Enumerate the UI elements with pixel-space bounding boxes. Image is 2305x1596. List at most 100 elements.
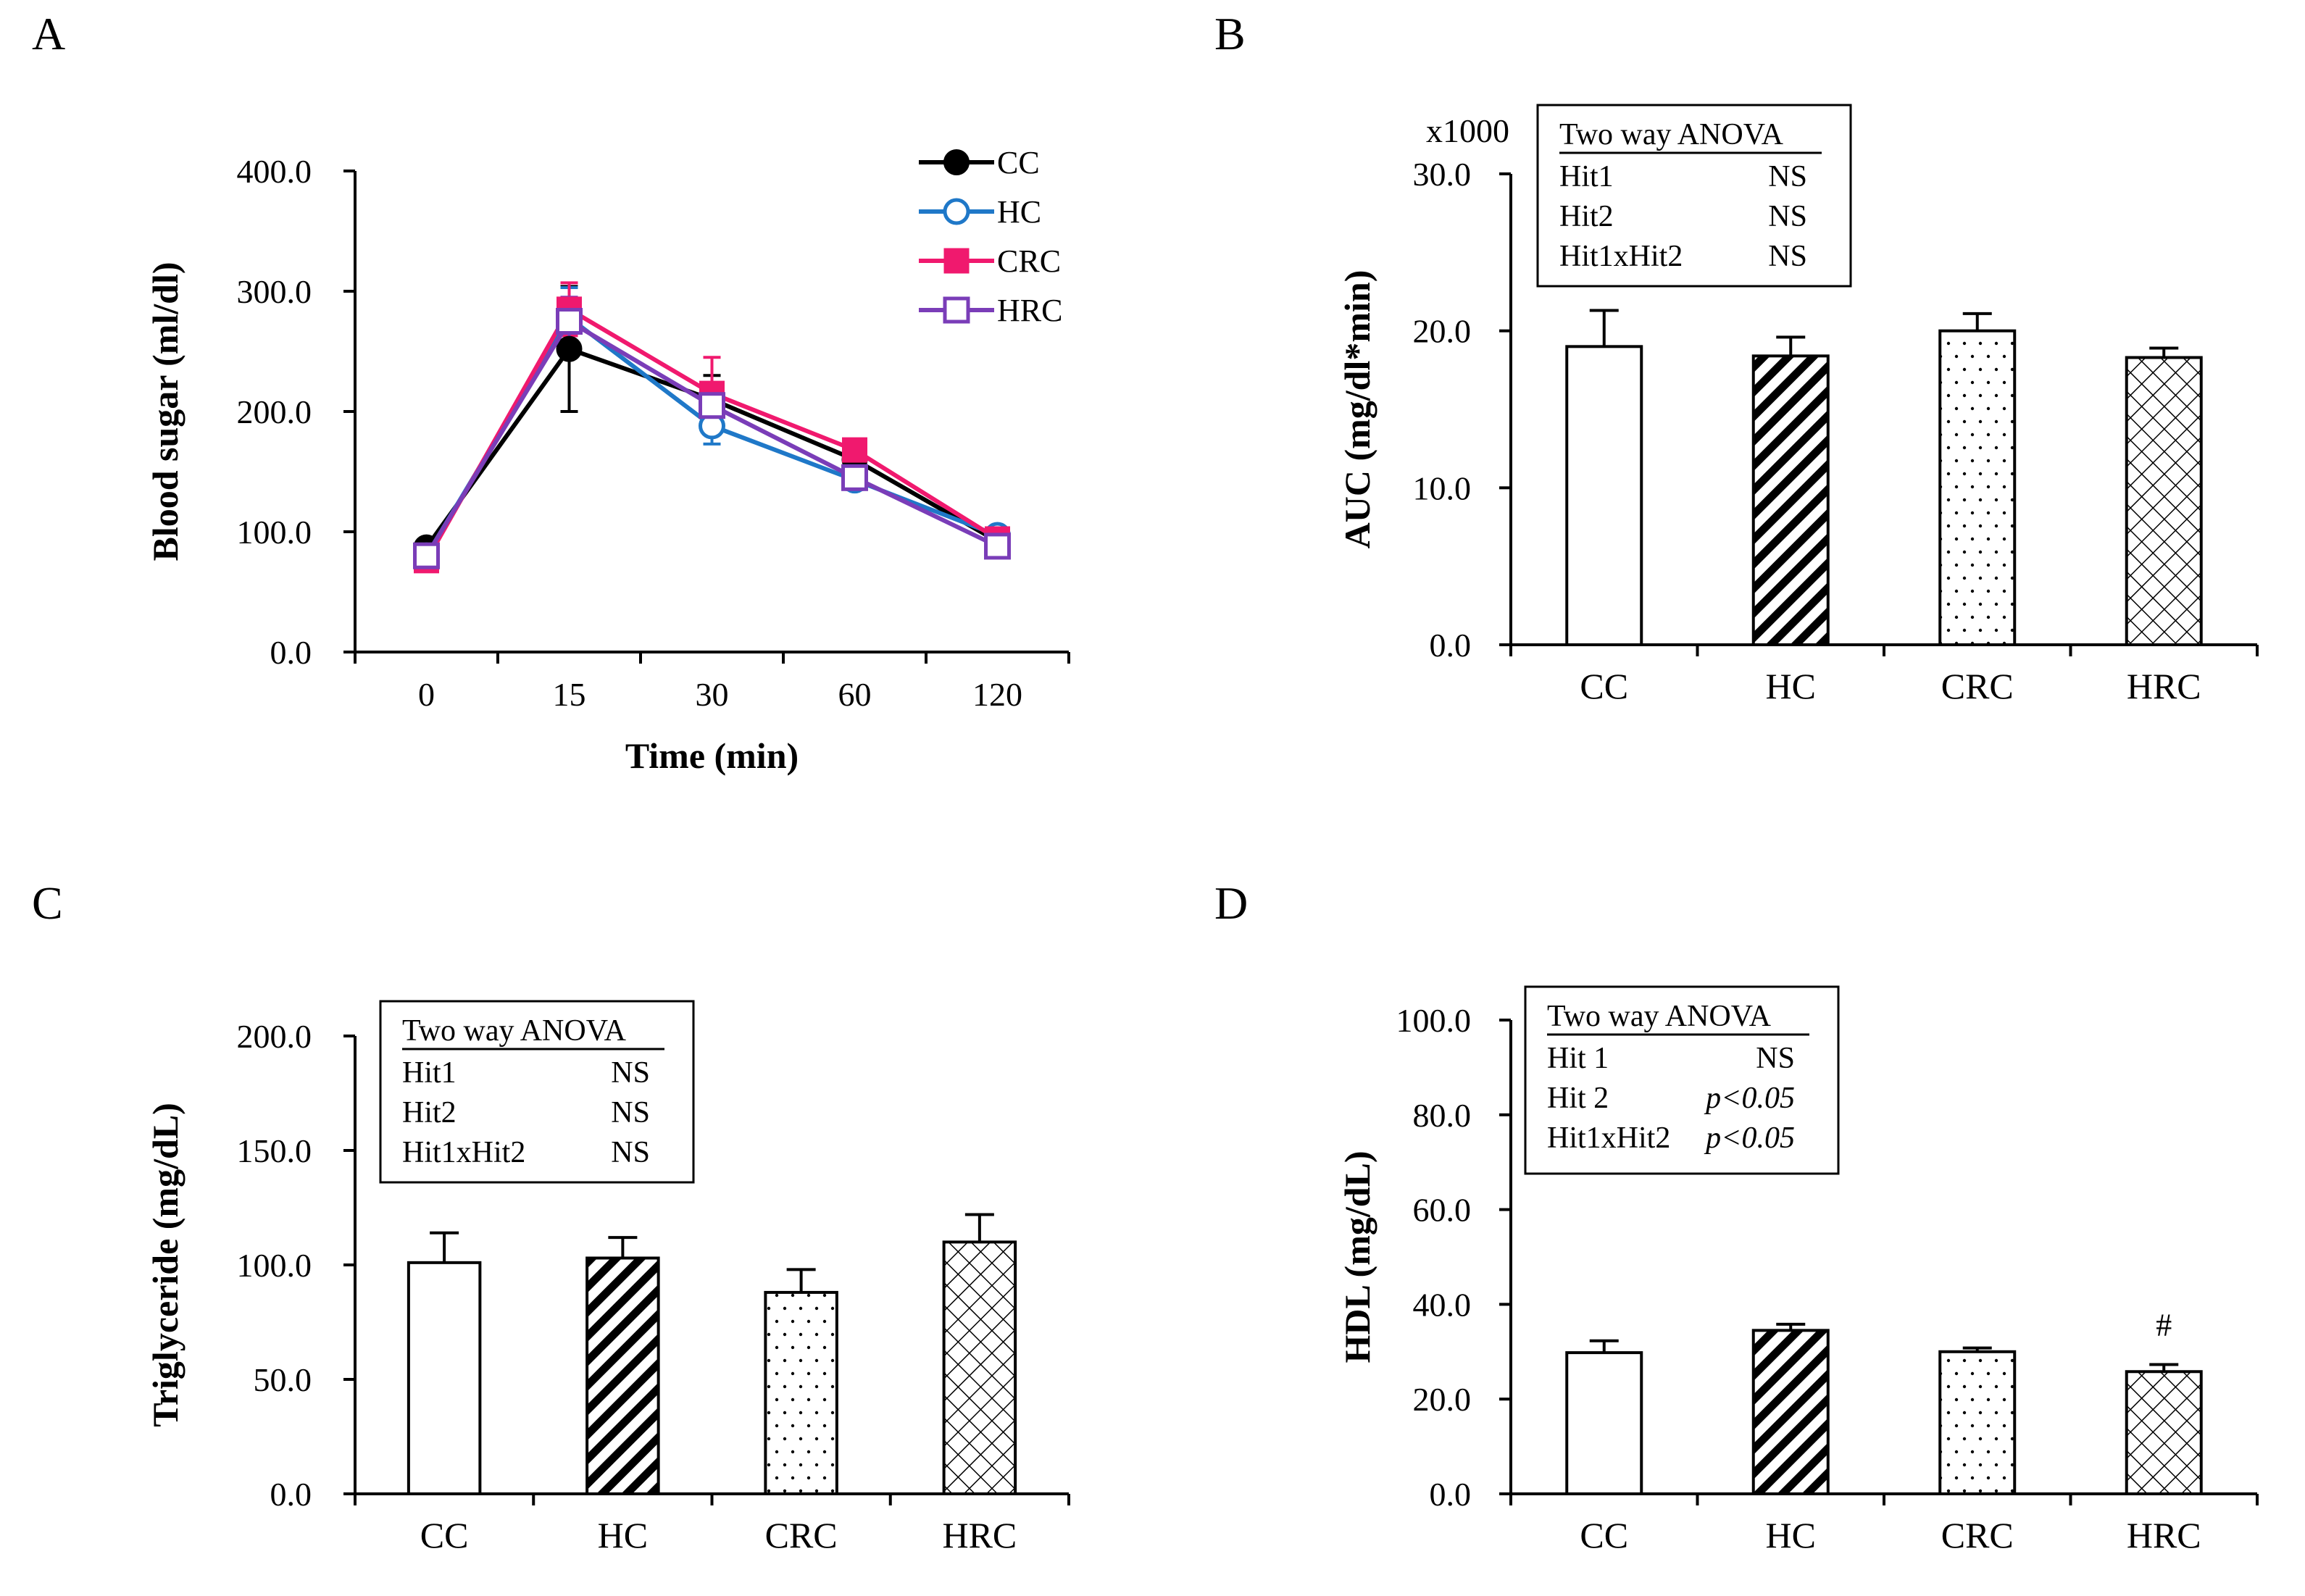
a-point-hrc	[699, 392, 725, 419]
a-y-tick-label: 200.0	[237, 393, 312, 430]
a-point-crc	[842, 437, 867, 463]
panel-a-blood-sugar-chart: 0.0 100.0 200.0 300.0 400.0 Blood sugar (ml/d…	[145, 145, 1070, 776]
d-y-tick-label: 20.0	[1413, 1381, 1472, 1418]
b-y-tick-label: 10.0	[1413, 469, 1472, 506]
b-x-tick-label: CC	[1580, 666, 1628, 706]
panel-label-a: A	[32, 8, 65, 59]
c-y-tick-label: 150.0	[237, 1132, 312, 1169]
a-x-tick-label: 60	[838, 676, 872, 713]
c-y-tick-label: 100.0	[237, 1247, 312, 1284]
d-x-tick-label: CRC	[1941, 1515, 2014, 1555]
d-x-tick-label: HC	[1766, 1515, 1816, 1555]
c-bar-cc	[407, 1261, 482, 1495]
a-x-tick-label: 0	[418, 676, 435, 713]
panel-c-triglyceride-chart: 0.0 50.0 100.0 150.0 200.0 Triglyceride (mg/d…	[145, 1000, 1070, 1555]
b-bar-hc	[1751, 354, 1830, 646]
b-x-tick-label: CRC	[1941, 666, 2014, 706]
a-y-tick-label: 400.0	[237, 153, 312, 190]
a-point-hrc	[413, 542, 440, 569]
d-anova-factor: Hit 2	[1547, 1082, 1609, 1115]
panel-b-auc-chart: 0.0 10.0 20.0 30.0 AUC (mg/dl*min) CC HC CRC HRC…	[1337, 104, 2259, 706]
d-anova-factor: Hit1xHit2	[1547, 1121, 1670, 1155]
a-y-tick-label: 0.0	[270, 634, 312, 671]
c-y-tick-label: 200.0	[237, 1018, 312, 1055]
c-anova-title: Two way ANOVA	[402, 1014, 627, 1048]
a-x-tick-label: 15	[553, 676, 586, 713]
c-bar-hrc	[942, 1240, 1017, 1496]
a-legend-marker-crc	[943, 248, 970, 274]
d-y-axis-title: HDL (mg/dL)	[1337, 1150, 1377, 1363]
d-anova-result: p<0.05	[1704, 1121, 1795, 1155]
b-anova-result: NS	[1768, 160, 1807, 193]
c-anova-result: NS	[611, 1096, 650, 1129]
a-point-hrc	[984, 532, 1011, 560]
c-bar-crc	[764, 1290, 838, 1496]
a-legend-marker-hrc	[943, 296, 970, 324]
a-x-axis-title: Time (min)	[625, 735, 799, 776]
d-anova-title: Two way ANOVA	[1547, 1000, 1772, 1033]
panel-label-c: C	[32, 877, 63, 929]
a-y-tick-label: 100.0	[237, 514, 312, 551]
a-point-hrc	[556, 308, 583, 335]
c-bar-hc	[585, 1256, 660, 1496]
d-bar-hc	[1751, 1329, 1830, 1495]
d-y-tick-label: 40.0	[1413, 1286, 1472, 1323]
b-x-tick-label: HC	[1766, 666, 1816, 706]
b-anova-result: NS	[1768, 200, 1807, 233]
d-anova-box	[1524, 985, 1840, 1175]
panel-d-hdl-chart: 0.0 20.0 40.0 60.0 80.0 100.0 HDL (mg/dL) CC HC C…	[1337, 985, 2259, 1555]
d-anova-factor: Hit 1	[1547, 1042, 1609, 1075]
c-anova-result: NS	[611, 1136, 650, 1169]
a-point-hrc	[841, 464, 868, 491]
b-anova-title: Two way ANOVA	[1559, 118, 1784, 151]
b-x-tick-label: HRC	[2127, 666, 2201, 706]
d-y-tick-label: 0.0	[1430, 1476, 1472, 1513]
b-y-tick-label: 20.0	[1413, 313, 1472, 350]
d-y-tick-label: 100.0	[1396, 1002, 1472, 1039]
a-legend-marker-hc	[943, 198, 970, 225]
b-bar-hrc	[2125, 356, 2203, 646]
a-legend-label-crc: CRC	[997, 243, 1061, 279]
c-y-tick-label: 50.0	[254, 1361, 312, 1398]
b-anova-box	[1536, 104, 1852, 288]
d-significance-mark: #	[2156, 1307, 2172, 1342]
d-x-tick-label: CC	[1580, 1515, 1628, 1555]
d-bar-crc	[1938, 1350, 2017, 1496]
a-y-axis-title: Blood sugar (ml/dl)	[145, 262, 186, 561]
d-x-tick-label: HRC	[2127, 1515, 2201, 1555]
b-anova-factor: Hit1	[1559, 160, 1614, 193]
a-legend-label-cc: CC	[997, 145, 1040, 180]
a-x-tick-label: 30	[696, 676, 729, 713]
a-point-cc	[556, 335, 583, 362]
a-legend-label-hc: HC	[997, 194, 1041, 230]
b-axis-multiplier: x1000	[1426, 112, 1509, 149]
a-legend-label-hrc: HRC	[997, 293, 1062, 328]
d-anova-result: p<0.05	[1704, 1082, 1795, 1115]
panel-label-b: B	[1214, 8, 1246, 59]
c-anova-factor: Hit1xHit2	[402, 1136, 525, 1169]
a-x-tick-label: 120	[972, 676, 1022, 713]
d-anova-result: NS	[1756, 1042, 1795, 1075]
c-x-tick-label: CRC	[765, 1515, 838, 1555]
panel-label-d: D	[1214, 877, 1248, 929]
c-x-tick-label: HC	[598, 1515, 648, 1555]
c-x-tick-label: CC	[420, 1515, 469, 1555]
d-y-tick-label: 60.0	[1413, 1192, 1472, 1229]
d-bar-hrc	[2125, 1370, 2203, 1495]
a-legend-marker-cc	[943, 149, 970, 175]
c-y-axis-title: Triglyceride (mg/dL)	[145, 1103, 186, 1427]
d-y-tick-label: 80.0	[1413, 1097, 1472, 1134]
c-anova-box	[379, 1000, 695, 1184]
b-anova-factor: Hit1xHit2	[1559, 240, 1683, 273]
c-anova-result: NS	[611, 1056, 650, 1090]
b-y-tick-label: 0.0	[1430, 627, 1472, 664]
c-anova-factor: Hit1	[402, 1056, 457, 1090]
b-anova-result: NS	[1768, 240, 1807, 273]
c-anova-factor: Hit2	[402, 1096, 457, 1129]
b-anova-factor: Hit2	[1559, 200, 1614, 233]
a-y-tick-label: 300.0	[237, 273, 312, 310]
c-y-tick-label: 0.0	[270, 1476, 312, 1513]
b-y-axis-title: AUC (mg/dl*min)	[1337, 270, 1377, 549]
b-bar-crc	[1938, 329, 2017, 646]
